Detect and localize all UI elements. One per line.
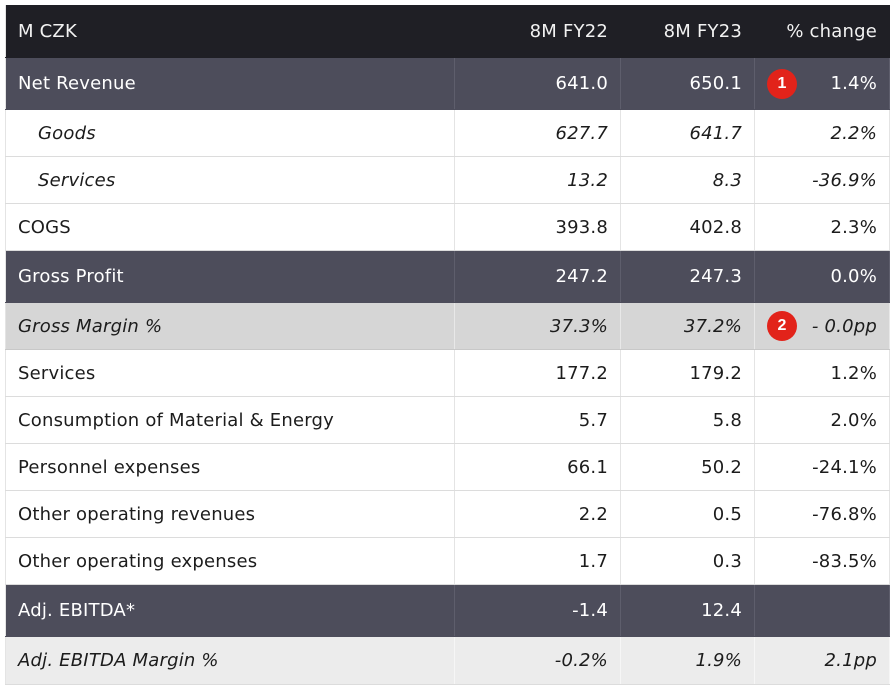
table-row-net-revenue: Net Revenue 641.0 650.1 1 1.4% — [5, 57, 890, 110]
row-fy22: 66.1 — [454, 443, 621, 491]
table-row-personnel: Personnel expenses 66.1 50.2 -24.1% — [5, 443, 890, 491]
table-row-goods: Goods 627.7 641.7 2.2% — [5, 109, 890, 157]
table-row-adj-ebitda: Adj. EBITDA* -1.4 12.4 — [5, 584, 890, 637]
row-fy22: 247.2 — [454, 250, 621, 303]
row-change: 1.4% — [830, 73, 877, 94]
row-label: Goods — [5, 109, 455, 157]
row-fy23: 650.1 — [620, 57, 755, 110]
row-change-cell: 1 1.4% — [754, 57, 890, 110]
row-fy22: 5.7 — [454, 396, 621, 444]
row-fy22: -1.4 — [454, 584, 621, 637]
table-row-cogs: COGS 393.8 402.8 2.3% — [5, 203, 890, 251]
row-fy23: 50.2 — [620, 443, 755, 491]
row-fy23: 641.7 — [620, 109, 755, 157]
table-row-gross-profit: Gross Profit 247.2 247.3 0.0% — [5, 250, 890, 303]
table-header-row: M CZK 8M FY22 8M FY23 % change — [5, 5, 890, 58]
row-fy22: 627.7 — [454, 109, 621, 157]
row-change: 0.0% — [754, 250, 890, 303]
row-change: 1.2% — [754, 349, 890, 397]
row-fy23: 1.9% — [620, 636, 755, 685]
table-row-other-expenses: Other operating expenses 1.7 0.3 -83.5% — [5, 537, 890, 585]
row-change: -24.1% — [754, 443, 890, 491]
table-row-services-sub: Services 13.2 8.3 -36.9% — [5, 156, 890, 204]
row-label: Services — [5, 156, 455, 204]
row-fy23: 402.8 — [620, 203, 755, 251]
row-fy22: -0.2% — [454, 636, 621, 685]
row-fy22: 1.7 — [454, 537, 621, 585]
row-fy22: 37.3% — [454, 302, 621, 350]
row-label: Services — [5, 349, 455, 397]
row-label: Other operating revenues — [5, 490, 455, 538]
row-label: Consumption of Material & Energy — [5, 396, 455, 444]
row-fy22: 13.2 — [454, 156, 621, 204]
table-row-gross-margin: Gross Margin % 37.3% 37.2% 2 - 0.0pp — [5, 302, 890, 350]
table-row-consumption: Consumption of Material & Energy 5.7 5.8… — [5, 396, 890, 444]
header-col-fy22: 8M FY22 — [454, 5, 621, 58]
row-fy23: 179.2 — [620, 349, 755, 397]
row-fy22: 641.0 — [454, 57, 621, 110]
row-label: Adj. EBITDA* — [5, 584, 455, 637]
row-change: -76.8% — [754, 490, 890, 538]
header-col-change: % change — [754, 5, 890, 58]
row-fy23: 5.8 — [620, 396, 755, 444]
row-fy23: 37.2% — [620, 302, 755, 350]
row-change: 2.3% — [754, 203, 890, 251]
row-change — [754, 584, 890, 637]
header-col-fy23: 8M FY23 — [620, 5, 755, 58]
financial-table: M CZK 8M FY22 8M FY23 % change Net Reven… — [5, 5, 890, 685]
row-label: Net Revenue — [5, 57, 455, 110]
row-change: 2.0% — [754, 396, 890, 444]
row-fy23: 8.3 — [620, 156, 755, 204]
row-label: COGS — [5, 203, 455, 251]
annotation-badge-1: 1 — [767, 68, 797, 99]
row-change: -36.9% — [754, 156, 890, 204]
header-label: M CZK — [5, 5, 455, 58]
row-label: Other operating expenses — [5, 537, 455, 585]
row-fy23: 12.4 — [620, 584, 755, 637]
row-label: Adj. EBITDA Margin % — [5, 636, 455, 685]
row-fy22: 177.2 — [454, 349, 621, 397]
row-fy22: 2.2 — [454, 490, 621, 538]
row-fy23: 247.3 — [620, 250, 755, 303]
row-fy23: 0.5 — [620, 490, 755, 538]
row-change: 2.1pp — [754, 636, 890, 685]
table-row-adj-ebitda-margin: Adj. EBITDA Margin % -0.2% 1.9% 2.1pp — [5, 636, 890, 685]
row-label: Personnel expenses — [5, 443, 455, 491]
table-row-services: Services 177.2 179.2 1.2% — [5, 349, 890, 397]
row-label: Gross Profit — [5, 250, 455, 303]
row-fy23: 0.3 — [620, 537, 755, 585]
row-change: -83.5% — [754, 537, 890, 585]
annotation-badge-2: 2 — [767, 311, 797, 341]
row-change: - 0.0pp — [811, 315, 877, 337]
table-row-other-revenues: Other operating revenues 2.2 0.5 -76.8% — [5, 490, 890, 538]
row-fy22: 393.8 — [454, 203, 621, 251]
row-change: 2.2% — [754, 109, 890, 157]
row-label: Gross Margin % — [5, 302, 455, 350]
row-change-cell: 2 - 0.0pp — [754, 302, 890, 350]
